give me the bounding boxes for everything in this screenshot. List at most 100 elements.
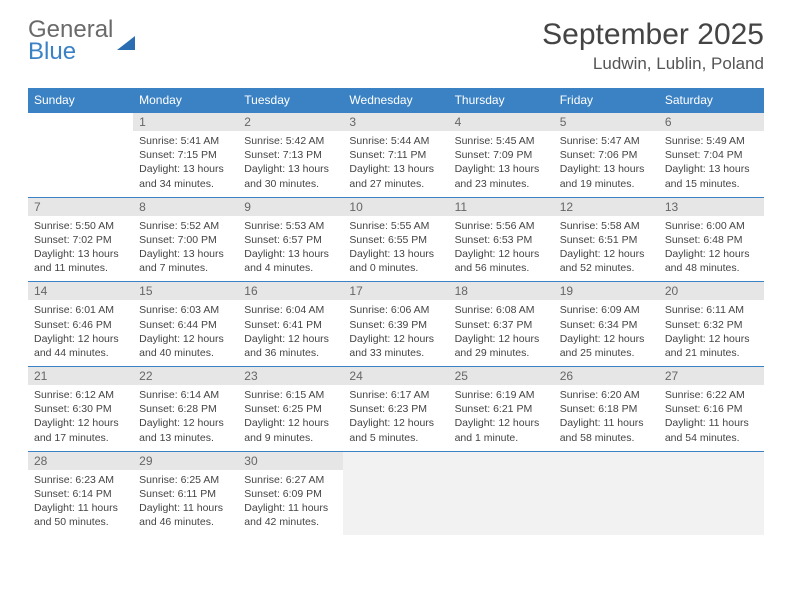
sunset-text: Sunset: 6:48 PM	[665, 233, 758, 247]
sunrise-text: Sunrise: 6:09 AM	[560, 303, 653, 317]
day-number: 12	[554, 198, 659, 216]
sunset-text: Sunset: 7:02 PM	[34, 233, 127, 247]
sunset-text: Sunset: 7:06 PM	[560, 148, 653, 162]
day-cell: 15Sunrise: 6:03 AMSunset: 6:44 PMDayligh…	[133, 282, 238, 367]
sunset-text: Sunset: 6:23 PM	[349, 402, 442, 416]
sunset-text: Sunset: 7:15 PM	[139, 148, 232, 162]
day-number: 14	[28, 282, 133, 300]
day-details: Sunrise: 6:12 AMSunset: 6:30 PMDaylight:…	[28, 385, 133, 451]
day-cell: 9Sunrise: 5:53 AMSunset: 6:57 PMDaylight…	[238, 197, 343, 282]
title-block: September 2025 Ludwin, Lublin, Poland	[542, 18, 764, 74]
sunset-text: Sunset: 7:11 PM	[349, 148, 442, 162]
sunset-text: Sunset: 6:18 PM	[560, 402, 653, 416]
daylight-text: Daylight: 13 hours and 7 minutes.	[139, 247, 232, 275]
sunset-text: Sunset: 6:37 PM	[455, 318, 548, 332]
calendar-week-row: 28Sunrise: 6:23 AMSunset: 6:14 PMDayligh…	[28, 451, 764, 535]
day-number: 13	[659, 198, 764, 216]
day-number: 28	[28, 452, 133, 470]
day-cell: 26 Sunrise: 6:20 AMSunset: 6:18 PMDayligh…	[554, 367, 659, 452]
calendar-body: 1Sunrise: 5:41 AMSunset: 7:15 PMDaylight…	[28, 113, 764, 536]
day-details: Sunrise: 6:23 AMSunset: 6:14 PMDaylight:…	[28, 470, 133, 536]
daylight-text: Daylight: 13 hours and 15 minutes.	[665, 162, 758, 190]
sunset-text: Sunset: 6:53 PM	[455, 233, 548, 247]
daylight-text: Daylight: 12 hours and 33 minutes.	[349, 332, 442, 360]
sunrise-text: Sunrise: 5:49 AM	[665, 134, 758, 148]
sunrise-text: Sunrise: 6:03 AM	[139, 303, 232, 317]
day-details: Sunrise: 6:17 AMSunset: 6:23 PMDaylight:…	[343, 385, 448, 451]
day-header: Wednesday	[343, 88, 448, 113]
calendar-table: SundayMondayTuesdayWednesdayThursdayFrid…	[28, 88, 764, 535]
sunrise-text: Sunrise: 6:17 AM	[349, 388, 442, 402]
day-number: 26	[554, 367, 659, 385]
day-header: Sunday	[28, 88, 133, 113]
day-number: 24	[343, 367, 448, 385]
daylight-text: Daylight: 12 hours and 56 minutes.	[455, 247, 548, 275]
trailing-empty-cell	[449, 451, 554, 535]
sunset-text: Sunset: 7:00 PM	[139, 233, 232, 247]
sunset-text: Sunset: 6:25 PM	[244, 402, 337, 416]
daylight-text: Daylight: 13 hours and 27 minutes.	[349, 162, 442, 190]
calendar-week-row: 7Sunrise: 5:50 AMSunset: 7:02 PMDaylight…	[28, 197, 764, 282]
day-cell: 21Sunrise: 6:12 AMSunset: 6:30 PMDayligh…	[28, 367, 133, 452]
sunrise-text: Sunrise: 6:19 AM	[455, 388, 548, 402]
day-number: 1	[133, 113, 238, 131]
day-number: 29	[133, 452, 238, 470]
sunrise-text: Sunrise: 6:01 AM	[34, 303, 127, 317]
day-cell: 11Sunrise: 5:56 AMSunset: 6:53 PMDayligh…	[449, 197, 554, 282]
day-number: 27	[659, 367, 764, 385]
day-cell: 25Sunrise: 6:19 AMSunset: 6:21 PMDayligh…	[449, 367, 554, 452]
sunrise-text: Sunrise: 6:06 AM	[349, 303, 442, 317]
day-details: Sunrise: 6:03 AMSunset: 6:44 PMDaylight:…	[133, 300, 238, 366]
sunrise-text: Sunrise: 5:47 AM	[560, 134, 653, 148]
day-details: Sunrise: 5:53 AMSunset: 6:57 PMDaylight:…	[238, 216, 343, 282]
sunrise-text: Sunrise: 5:50 AM	[34, 219, 127, 233]
sunset-text: Sunset: 6:21 PM	[455, 402, 548, 416]
day-cell: 3Sunrise: 5:44 AMSunset: 7:11 PMDaylight…	[343, 113, 448, 198]
day-number: 4	[449, 113, 554, 131]
day-number: 19	[554, 282, 659, 300]
daylight-text: Daylight: 13 hours and 4 minutes.	[244, 247, 337, 275]
sunset-text: Sunset: 6:51 PM	[560, 233, 653, 247]
sunset-text: Sunset: 6:14 PM	[34, 487, 127, 501]
sunrise-text: Sunrise: 6:14 AM	[139, 388, 232, 402]
daylight-text: Daylight: 13 hours and 11 minutes.	[34, 247, 127, 275]
sunrise-text: Sunrise: 6:23 AM	[34, 473, 127, 487]
sunset-text: Sunset: 7:09 PM	[455, 148, 548, 162]
day-number: 20	[659, 282, 764, 300]
sunset-text: Sunset: 6:30 PM	[34, 402, 127, 416]
day-number: 11	[449, 198, 554, 216]
daylight-text: Daylight: 11 hours and 58 minutes.	[560, 416, 653, 444]
day-cell: 7 Sunrise: 5:50 AMSunset: 7:02 PMDaylight…	[28, 197, 133, 282]
day-cell: 1Sunrise: 5:41 AMSunset: 7:15 PMDaylight…	[133, 113, 238, 198]
sunrise-text: Sunrise: 6:04 AM	[244, 303, 337, 317]
daylight-text: Daylight: 11 hours and 46 minutes.	[139, 501, 232, 529]
day-details: Sunrise: 5:47 AMSunset: 7:06 PMDaylight:…	[554, 131, 659, 197]
sunrise-text: Sunrise: 6:11 AM	[665, 303, 758, 317]
day-number: 6	[659, 113, 764, 131]
day-details: Sunrise: 5:41 AMSunset: 7:15 PMDaylight:…	[133, 131, 238, 197]
day-header: Saturday	[659, 88, 764, 113]
day-number: 30	[238, 452, 343, 470]
day-cell: 23Sunrise: 6:15 AMSunset: 6:25 PMDayligh…	[238, 367, 343, 452]
sunset-text: Sunset: 6:44 PM	[139, 318, 232, 332]
day-cell: 17Sunrise: 6:06 AMSunset: 6:39 PMDayligh…	[343, 282, 448, 367]
day-details: Sunrise: 6:11 AMSunset: 6:32 PMDaylight:…	[659, 300, 764, 366]
sunset-text: Sunset: 6:11 PM	[139, 487, 232, 501]
day-details: Sunrise: 6:19 AMSunset: 6:21 PMDaylight:…	[449, 385, 554, 451]
day-cell: 16Sunrise: 6:04 AMSunset: 6:41 PMDayligh…	[238, 282, 343, 367]
daylight-text: Daylight: 12 hours and 25 minutes.	[560, 332, 653, 360]
daylight-text: Daylight: 12 hours and 52 minutes.	[560, 247, 653, 275]
sail-icon	[117, 36, 135, 50]
sunset-text: Sunset: 6:34 PM	[560, 318, 653, 332]
day-cell: 12Sunrise: 5:58 AMSunset: 6:51 PMDayligh…	[554, 197, 659, 282]
daylight-text: Daylight: 13 hours and 34 minutes.	[139, 162, 232, 190]
daylight-text: Daylight: 11 hours and 42 minutes.	[244, 501, 337, 529]
sunrise-text: Sunrise: 5:44 AM	[349, 134, 442, 148]
sunrise-text: Sunrise: 6:20 AM	[560, 388, 653, 402]
daylight-text: Daylight: 13 hours and 0 minutes.	[349, 247, 442, 275]
day-number: 7	[28, 198, 133, 216]
trailing-empty-cell	[343, 451, 448, 535]
sunrise-text: Sunrise: 5:52 AM	[139, 219, 232, 233]
sunset-text: Sunset: 6:39 PM	[349, 318, 442, 332]
logo: General Blue	[28, 18, 135, 64]
